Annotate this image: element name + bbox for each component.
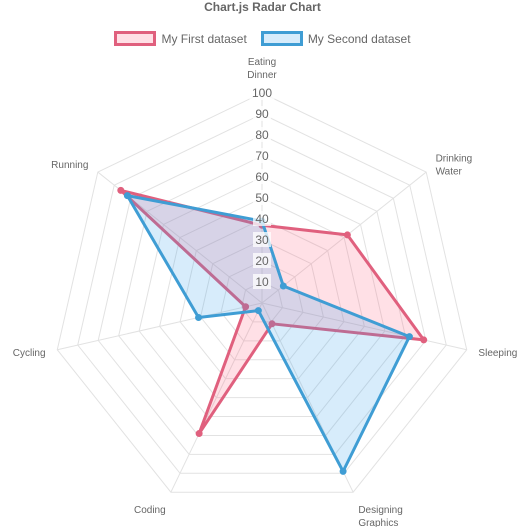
legend-swatch-second-dataset bbox=[260, 31, 303, 46]
legend-item-first-dataset[interactable]: My First dataset bbox=[114, 31, 247, 46]
grid-ring-9 bbox=[77, 113, 447, 474]
angle-line-4 bbox=[170, 302, 263, 493]
series-1-point-6 bbox=[123, 192, 131, 200]
tick-backdrop-8 bbox=[253, 106, 271, 121]
legend: My First dataset My Second dataset bbox=[0, 31, 525, 46]
tick-label-2: 30 bbox=[255, 233, 269, 247]
point-label-4: Coding bbox=[134, 505, 166, 516]
grid-ring-10 bbox=[56, 92, 468, 493]
tick-label-1: 20 bbox=[255, 254, 269, 268]
tick-backdrop-5 bbox=[253, 169, 271, 184]
angle-line-2 bbox=[261, 302, 467, 351]
tick-backdrop-9 bbox=[249, 85, 275, 100]
series-1-area bbox=[125, 194, 411, 473]
chart-title: Chart.js Radar Chart bbox=[204, 0, 321, 14]
grid-ring-6 bbox=[138, 176, 386, 418]
grid-ring-7 bbox=[118, 155, 406, 436]
series-0-point-1 bbox=[343, 231, 351, 239]
series-1-point-1 bbox=[279, 282, 287, 290]
tick-label-9: 100 bbox=[252, 86, 272, 100]
series-0-point-3 bbox=[268, 320, 276, 328]
point-label-1: Drinking Water bbox=[436, 154, 473, 178]
legend-item-second-dataset[interactable]: My Second dataset bbox=[260, 31, 411, 46]
tick-label-8: 90 bbox=[255, 107, 269, 121]
point-label-3: Designing Graphics bbox=[358, 505, 402, 527]
series-0-point-2 bbox=[420, 336, 428, 344]
tick-label-0: 10 bbox=[255, 275, 269, 289]
tick-label-6: 70 bbox=[255, 149, 269, 163]
tick-backdrop-0 bbox=[253, 274, 271, 289]
grid-ring-4 bbox=[179, 218, 345, 380]
tick-backdrop-3 bbox=[253, 211, 271, 226]
grid-ring-1 bbox=[240, 281, 284, 323]
series-1-point-2 bbox=[405, 333, 413, 341]
point-label-0: Eating Dinner bbox=[247, 57, 277, 81]
tick-backdrop-6 bbox=[253, 148, 271, 163]
series-1-point-4 bbox=[254, 307, 262, 315]
tick-backdrop-7 bbox=[253, 127, 271, 142]
grid-ring-5 bbox=[159, 197, 365, 399]
series-0-area bbox=[119, 188, 426, 436]
tick-backdrop-1 bbox=[253, 253, 271, 268]
series-1-point-3 bbox=[339, 467, 347, 475]
angle-line-1 bbox=[261, 171, 427, 304]
tick-label-4: 50 bbox=[255, 191, 269, 205]
tick-backdrop-2 bbox=[253, 232, 271, 247]
legend-label-second-dataset: My Second dataset bbox=[307, 31, 411, 46]
grid-ring-8 bbox=[97, 134, 427, 455]
legend-swatch-first-dataset bbox=[114, 31, 157, 46]
legend-label-first-dataset: My First dataset bbox=[161, 31, 247, 46]
series-0-point-6 bbox=[117, 186, 125, 194]
tick-label-5: 60 bbox=[255, 170, 269, 184]
series-0-point-4 bbox=[195, 430, 203, 438]
tick-label-7: 80 bbox=[255, 128, 269, 142]
tick-backdrop-4 bbox=[253, 190, 271, 205]
tick-label-3: 40 bbox=[255, 212, 269, 226]
series-0-point-5 bbox=[242, 303, 250, 311]
point-label-5: Cycling bbox=[13, 348, 46, 359]
series-1-point-5 bbox=[195, 313, 203, 321]
point-label-2: Sleeping bbox=[478, 348, 517, 359]
point-label-6: Running bbox=[51, 160, 88, 171]
angle-line-5 bbox=[57, 302, 263, 351]
